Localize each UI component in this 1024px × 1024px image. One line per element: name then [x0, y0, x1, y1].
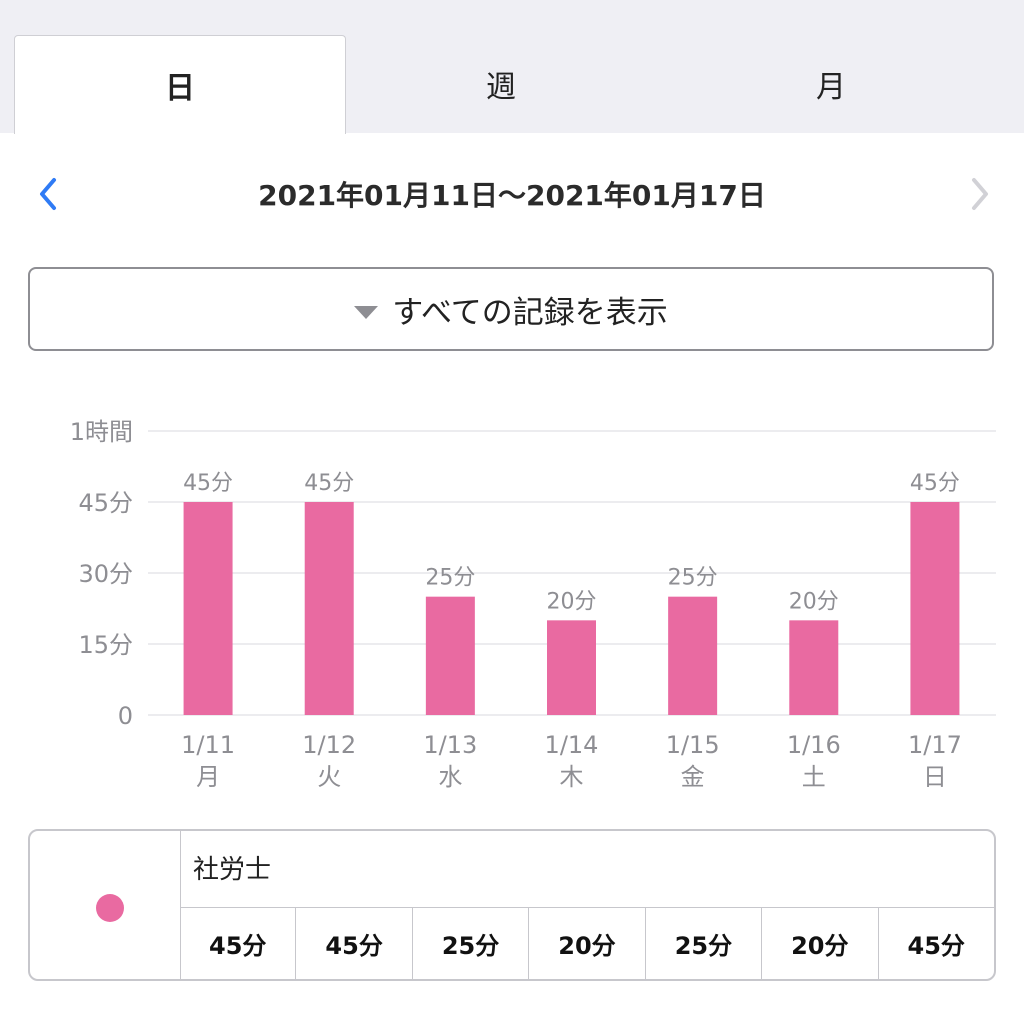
daily-value: 45分 — [180, 908, 297, 979]
x-tick-label: 1/13 — [423, 731, 477, 759]
tab-month[interactable]: 月 — [676, 35, 986, 133]
tab-week[interactable]: 週 — [346, 35, 656, 133]
data-label: 45分 — [304, 471, 354, 496]
daily-value: 25分 — [646, 908, 763, 979]
weekday-label: 水 — [438, 763, 462, 791]
subject-name: 社労士 — [193, 855, 272, 885]
x-tick-label: 1/11 — [181, 731, 235, 759]
y-tick-label: 45分 — [78, 489, 133, 517]
period-tab-bar: 日 週 月 — [0, 0, 1024, 134]
weekday-label: 土 — [802, 763, 826, 791]
date-range-title: 2021年01月11日〜2021年01月17日 — [258, 179, 766, 212]
chevron-left-icon — [40, 178, 56, 210]
x-tick-label: 1/15 — [666, 731, 720, 759]
triangle-down-icon — [354, 305, 379, 319]
tab-week-label: 週 — [486, 70, 516, 105]
bar — [304, 502, 354, 715]
data-label: 20分 — [547, 589, 597, 614]
data-label: 25分 — [425, 566, 475, 591]
weekday-label: 金 — [681, 763, 705, 791]
study-time-bar-chart: 0 15分 30分 45分 1時間 45分 1/11 月 45分 1/12 火 25分 1/13 水 20分… — [70, 418, 996, 791]
daily-value: 20分 — [762, 908, 879, 979]
legend-color-dot — [96, 894, 124, 922]
next-week-button[interactable] — [958, 172, 998, 216]
weekday-label: 木 — [560, 763, 584, 791]
daily-value: 45分 — [907, 932, 965, 960]
data-label: 45分 — [910, 471, 960, 496]
data-label: 45分 — [183, 471, 233, 496]
bar — [547, 620, 596, 715]
tab-day-label: 日 — [165, 71, 195, 106]
summary-table: 社労士 45分 45分 25分 20分 25分 20分 45分 — [28, 829, 996, 981]
daily-value: 25分 — [413, 908, 530, 979]
bar — [425, 596, 475, 715]
y-tick-label: 15分 — [78, 631, 133, 659]
legend-cell — [30, 831, 181, 979]
weekday-label: 日 — [923, 763, 947, 791]
tab-month-label: 月 — [816, 70, 846, 105]
bar — [183, 502, 233, 715]
prev-week-button[interactable] — [30, 172, 70, 216]
data-label: 20分 — [789, 589, 839, 614]
bar — [789, 620, 839, 715]
y-tick-label: 0 — [118, 702, 133, 730]
daily-value: 45分 — [296, 908, 413, 979]
daily-values-row: 45分 45分 25分 20分 25分 20分 45分 — [180, 907, 994, 979]
x-tick-label: 1/14 — [545, 731, 599, 759]
weekday-label: 火 — [317, 763, 341, 791]
tab-day[interactable]: 日 — [14, 35, 346, 134]
bar — [668, 596, 718, 715]
daily-value: 20分 — [529, 908, 646, 979]
weekday-label: 月 — [196, 763, 220, 791]
bar — [910, 502, 960, 715]
x-tick-label: 1/17 — [908, 731, 962, 759]
chevron-right-icon — [972, 178, 988, 210]
x-tick-label: 1/16 — [787, 731, 841, 759]
y-tick-label: 30分 — [78, 560, 133, 588]
x-tick-label: 1/12 — [302, 731, 356, 759]
record-filter-dropdown[interactable]: すべての記録を表示 — [28, 267, 994, 351]
record-filter-label: すべての記録を表示 — [392, 294, 668, 331]
y-tick-label: 1時間 — [70, 418, 133, 446]
data-label: 25分 — [668, 566, 718, 591]
